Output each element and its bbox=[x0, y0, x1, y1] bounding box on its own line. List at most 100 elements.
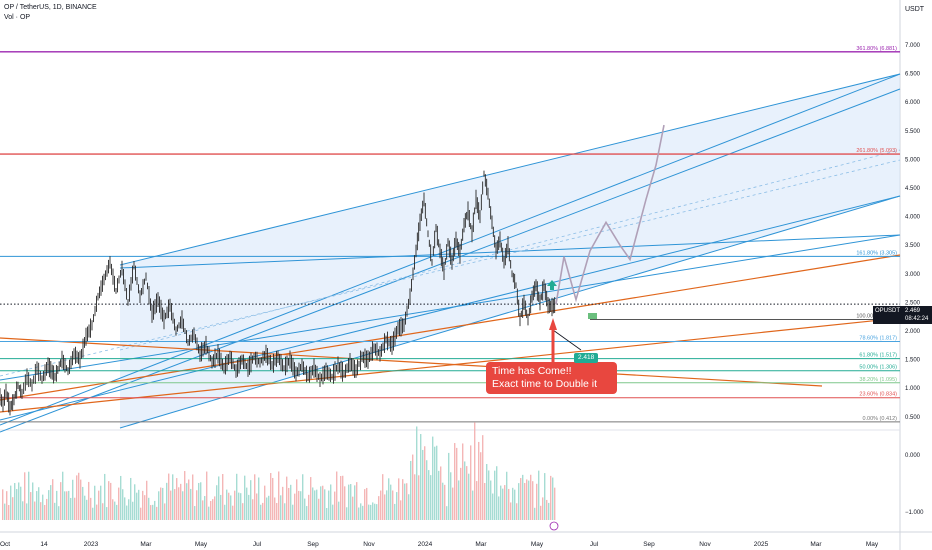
volume-bar bbox=[276, 502, 278, 520]
volume-bar bbox=[34, 501, 36, 520]
volume-bar bbox=[340, 476, 342, 520]
fib-level-label-6: 61.80% (1.517) bbox=[859, 353, 897, 359]
volume-bar bbox=[66, 491, 68, 520]
volume-bar bbox=[514, 489, 516, 520]
volume-bar bbox=[4, 503, 6, 520]
currency-label[interactable]: USDT bbox=[905, 6, 925, 13]
volume-bar bbox=[100, 485, 102, 520]
volume-bar bbox=[286, 476, 288, 520]
volume-bar bbox=[326, 507, 328, 520]
volume-bar bbox=[232, 505, 234, 520]
volume-bar bbox=[198, 482, 200, 520]
channel-midline-dashed-2 bbox=[119, 149, 901, 351]
volume-bar bbox=[148, 497, 150, 520]
volume-bar bbox=[138, 489, 140, 520]
volume-bar bbox=[80, 479, 82, 520]
volume-bar bbox=[218, 476, 220, 520]
volume-bar bbox=[196, 490, 198, 520]
volume-bar bbox=[2, 489, 4, 520]
volume-bar bbox=[248, 494, 250, 520]
volume-bar bbox=[22, 501, 24, 520]
volume-indicator-title[interactable]: Vol · OP bbox=[4, 14, 31, 21]
y-tick-label-12: 1.500 bbox=[905, 358, 921, 364]
volume-bar bbox=[264, 485, 266, 520]
volume-bar bbox=[466, 466, 468, 520]
current-price-badge[interactable]: OPUSDT bbox=[873, 306, 903, 324]
volume-bar bbox=[442, 482, 444, 520]
symbol-title[interactable]: OP / TetherUS, 1D, BINANCE bbox=[4, 4, 97, 11]
volume-bar bbox=[186, 483, 188, 520]
volume-bar bbox=[368, 504, 370, 520]
volume-bar bbox=[468, 473, 470, 520]
volume-bar bbox=[306, 506, 308, 520]
volume-bar bbox=[508, 488, 510, 520]
volume-bar bbox=[230, 495, 232, 520]
volume-bar bbox=[374, 503, 376, 520]
volume-bar bbox=[48, 490, 50, 520]
y-tick-label-6: 4.500 bbox=[905, 186, 921, 192]
volume-bar bbox=[536, 483, 538, 520]
volume-bar bbox=[124, 497, 126, 520]
volume-bar bbox=[274, 497, 276, 520]
volume-bar bbox=[172, 474, 174, 520]
volume-bar bbox=[268, 495, 270, 520]
volume-bar bbox=[200, 482, 202, 520]
volume-bar bbox=[408, 494, 410, 520]
volume-bar bbox=[518, 483, 520, 520]
channel-line-5 bbox=[119, 234, 901, 269]
volume-bar bbox=[82, 486, 84, 520]
x-tick-label-1: Oct bbox=[0, 541, 10, 548]
volume-bar bbox=[376, 504, 378, 520]
callout-annotation[interactable]: Time has Come!! Exact time to Double it bbox=[486, 362, 617, 394]
y-tick-label-4: 5.500 bbox=[905, 129, 921, 135]
volume-bar bbox=[242, 503, 244, 520]
x-tick-label-8: Nov bbox=[363, 541, 375, 548]
volume-bar bbox=[260, 504, 262, 520]
volume-bar bbox=[542, 497, 544, 520]
volume-bar bbox=[246, 487, 248, 520]
volume-bar bbox=[550, 475, 552, 520]
volume-bar bbox=[472, 490, 474, 520]
callout-pointer-icon bbox=[549, 318, 557, 330]
volume-bar bbox=[480, 452, 482, 520]
volume-bar bbox=[434, 446, 436, 520]
volume-bar bbox=[182, 491, 184, 520]
y-tick-label-14: 0.500 bbox=[905, 415, 921, 421]
y-tick-label-5: 5.000 bbox=[905, 157, 921, 163]
fib-level-label-2: 261.80% (5.093) bbox=[856, 148, 897, 154]
volume-bar bbox=[524, 482, 526, 520]
volume-bar bbox=[118, 487, 120, 520]
volume-bar bbox=[228, 492, 230, 520]
volume-bar bbox=[174, 489, 176, 520]
volume-bar bbox=[452, 487, 454, 520]
volume-bar bbox=[364, 489, 366, 520]
volume-bar bbox=[136, 492, 138, 520]
volume-bar bbox=[362, 505, 364, 520]
volume-bar bbox=[446, 506, 448, 520]
volume-bar bbox=[18, 482, 20, 520]
volume-bar bbox=[318, 498, 320, 520]
volume-bar bbox=[102, 503, 104, 520]
volume-bar bbox=[302, 474, 304, 520]
volume-tick-label-2: −1.000 bbox=[905, 510, 924, 516]
volume-bar bbox=[30, 492, 32, 520]
volume-bar bbox=[288, 487, 290, 520]
volume-bar bbox=[64, 491, 66, 520]
trend-line-1 bbox=[0, 254, 901, 401]
x-tick-label-4: Mar bbox=[140, 541, 152, 548]
volume-bar bbox=[142, 490, 144, 520]
volume-bar bbox=[490, 480, 492, 520]
volume-bar bbox=[310, 477, 312, 520]
volume-bar bbox=[392, 490, 394, 520]
volume-bar bbox=[342, 475, 344, 520]
volume-bar bbox=[344, 486, 346, 520]
volume-bar bbox=[528, 480, 530, 520]
volume-bar bbox=[450, 472, 452, 520]
channel-line-1 bbox=[0, 73, 901, 426]
volume-bar bbox=[352, 496, 354, 520]
volume-bar bbox=[226, 489, 228, 520]
x-tick-label-17: May bbox=[866, 541, 879, 548]
volume-bar bbox=[388, 478, 390, 520]
volume-bar bbox=[382, 474, 384, 520]
